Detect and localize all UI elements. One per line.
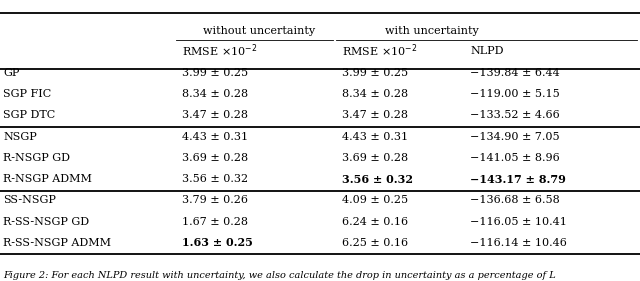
Text: R-NSGP GD: R-NSGP GD — [3, 153, 70, 163]
Text: NLPD: NLPD — [470, 46, 504, 56]
Text: 6.25 ± 0.16: 6.25 ± 0.16 — [342, 238, 408, 248]
Text: 3.56 ± 0.32: 3.56 ± 0.32 — [182, 174, 248, 184]
Text: SGP DTC: SGP DTC — [3, 110, 56, 121]
Text: 1.67 ± 0.28: 1.67 ± 0.28 — [182, 217, 248, 226]
Text: Figure 2: For each NLPD result with uncertainty, we also calculate the drop in u: Figure 2: For each NLPD result with unce… — [3, 271, 556, 280]
Text: 3.79 ± 0.26: 3.79 ± 0.26 — [182, 195, 248, 205]
Text: −119.00 ± 5.15: −119.00 ± 5.15 — [470, 89, 560, 99]
Text: RMSE $\times$10$^{-2}$: RMSE $\times$10$^{-2}$ — [182, 42, 258, 59]
Text: SGP FIC: SGP FIC — [3, 89, 51, 99]
Text: R-NSGP ADMM: R-NSGP ADMM — [3, 174, 92, 184]
Text: 3.99 ± 0.25: 3.99 ± 0.25 — [342, 68, 408, 78]
Text: R-SS-NSGP ADMM: R-SS-NSGP ADMM — [3, 238, 111, 248]
Text: −134.90 ± 7.05: −134.90 ± 7.05 — [470, 132, 560, 142]
Text: NSGP: NSGP — [3, 132, 37, 142]
Text: 3.69 ± 0.28: 3.69 ± 0.28 — [342, 153, 408, 163]
Text: 4.43 ± 0.31: 4.43 ± 0.31 — [342, 132, 408, 142]
Text: −143.17 ± 8.79: −143.17 ± 8.79 — [470, 174, 566, 185]
Text: −116.05 ± 10.41: −116.05 ± 10.41 — [470, 217, 567, 226]
Text: −116.14 ± 10.46: −116.14 ± 10.46 — [470, 238, 567, 248]
Text: without uncertainty: without uncertainty — [203, 26, 316, 36]
Text: −141.05 ± 8.96: −141.05 ± 8.96 — [470, 153, 560, 163]
Text: 6.24 ± 0.16: 6.24 ± 0.16 — [342, 217, 408, 226]
Text: 4.43 ± 0.31: 4.43 ± 0.31 — [182, 132, 248, 142]
Text: with uncertainty: with uncertainty — [385, 26, 479, 36]
Text: −139.84 ± 6.44: −139.84 ± 6.44 — [470, 68, 560, 78]
Text: −136.68 ± 6.58: −136.68 ± 6.58 — [470, 195, 560, 205]
Text: 3.69 ± 0.28: 3.69 ± 0.28 — [182, 153, 248, 163]
Text: 1.63 ± 0.25: 1.63 ± 0.25 — [182, 237, 253, 248]
Text: 3.47 ± 0.28: 3.47 ± 0.28 — [182, 110, 248, 121]
Text: 3.47 ± 0.28: 3.47 ± 0.28 — [342, 110, 408, 121]
Text: RMSE $\times$10$^{-2}$: RMSE $\times$10$^{-2}$ — [342, 42, 418, 59]
Text: 8.34 ± 0.28: 8.34 ± 0.28 — [342, 89, 408, 99]
Text: 8.34 ± 0.28: 8.34 ± 0.28 — [182, 89, 248, 99]
Text: 3.99 ± 0.25: 3.99 ± 0.25 — [182, 68, 248, 78]
Text: SS-NSGP: SS-NSGP — [3, 195, 56, 205]
Text: R-SS-NSGP GD: R-SS-NSGP GD — [3, 217, 90, 226]
Text: −133.52 ± 4.66: −133.52 ± 4.66 — [470, 110, 560, 121]
Text: 4.09 ± 0.25: 4.09 ± 0.25 — [342, 195, 408, 205]
Text: GP: GP — [3, 68, 20, 78]
Text: 3.56 ± 0.32: 3.56 ± 0.32 — [342, 174, 413, 185]
